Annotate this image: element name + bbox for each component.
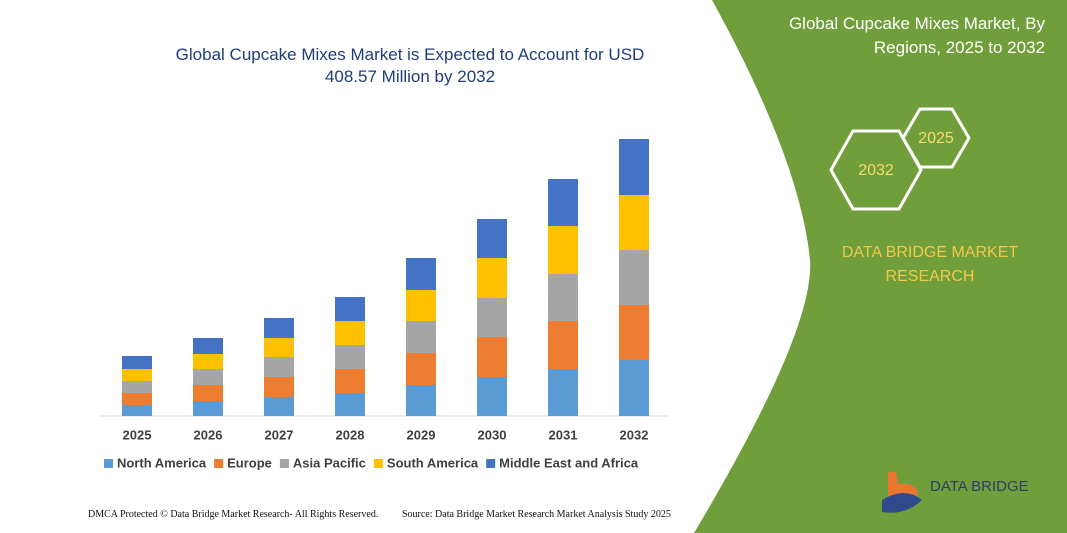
bar-segment xyxy=(264,397,294,416)
bar-segment xyxy=(122,393,152,405)
legend-swatch xyxy=(486,459,496,468)
bar-segment xyxy=(548,321,578,369)
bar-segment xyxy=(548,226,578,274)
x-tick-label: 2032 xyxy=(620,427,649,442)
bar-segment xyxy=(477,337,507,377)
hex-label: 2032 xyxy=(858,162,894,179)
legend-swatch xyxy=(373,459,383,468)
bar-segment xyxy=(548,369,578,416)
bar-segment xyxy=(406,321,436,353)
bar-segment xyxy=(477,258,507,298)
x-tick-label: 2030 xyxy=(478,427,507,442)
green-panel xyxy=(694,0,1067,533)
bar-segment xyxy=(264,357,294,377)
bar-segment xyxy=(406,258,436,290)
bar-segment xyxy=(264,338,294,357)
legend-label: Asia Pacific xyxy=(293,455,366,470)
x-tick-label: 2025 xyxy=(123,427,152,442)
brand-text: RESEARCH xyxy=(886,268,975,285)
bar-segment xyxy=(122,369,152,381)
hex-label: 2025 xyxy=(918,130,954,147)
bar-segment xyxy=(122,405,152,416)
legend-label: South America xyxy=(387,455,479,470)
bar-segment xyxy=(619,139,649,195)
bar-segment xyxy=(193,354,223,369)
bar-segment xyxy=(477,298,507,337)
legend-swatch xyxy=(104,459,113,468)
x-tick-label: 2031 xyxy=(549,427,578,442)
bar-segment xyxy=(619,360,649,416)
hexagon xyxy=(901,107,971,169)
bar-segment xyxy=(548,274,578,321)
bar-segment xyxy=(193,385,223,401)
bar-segment xyxy=(335,297,365,321)
bar-segment xyxy=(477,219,507,258)
bar-segment xyxy=(122,381,152,393)
bar-segment xyxy=(335,393,365,416)
panel-title: Global Cupcake Mixes Market, By Regions,… xyxy=(788,14,1045,57)
bar-segment xyxy=(619,250,649,305)
chart-title: Global Cupcake Mixes Market is Expected … xyxy=(175,45,645,86)
bar-segment xyxy=(193,369,223,385)
legend-label: Middle East and Africa xyxy=(499,455,639,470)
bar-segment xyxy=(406,353,436,385)
bar-segment xyxy=(335,345,365,369)
x-tick-label: 2026 xyxy=(194,427,223,442)
bar-segment xyxy=(477,377,507,416)
bar-segment xyxy=(619,195,649,250)
bar-segment xyxy=(406,290,436,321)
bar-segment xyxy=(619,305,649,360)
bar-segment xyxy=(335,321,365,345)
bar-segment xyxy=(264,377,294,397)
hexagon xyxy=(829,129,923,211)
logo-icon xyxy=(882,493,922,513)
logo-text: DATA BRIDGE xyxy=(930,478,1029,495)
legend-label: Europe xyxy=(227,455,272,470)
legend-swatch xyxy=(214,459,224,468)
bar-segment xyxy=(406,385,436,416)
brand-text: DATA BRIDGE MARKET xyxy=(842,244,1019,261)
footer-text: Source: Data Bridge Market Research Mark… xyxy=(402,509,671,520)
x-tick-label: 2027 xyxy=(265,427,294,442)
bar-segment xyxy=(548,179,578,226)
bar-segment xyxy=(264,318,294,338)
bar-segment xyxy=(193,338,223,354)
legend-label: North America xyxy=(117,455,207,470)
bar-segment xyxy=(193,401,223,416)
bar-segment xyxy=(122,356,152,369)
legend-swatch xyxy=(279,459,289,468)
footer-text: DMCA Protected © Data Bridge Market Rese… xyxy=(88,509,379,520)
bar-segment xyxy=(335,369,365,393)
x-tick-label: 2029 xyxy=(407,427,436,442)
x-tick-label: 2028 xyxy=(336,427,365,442)
